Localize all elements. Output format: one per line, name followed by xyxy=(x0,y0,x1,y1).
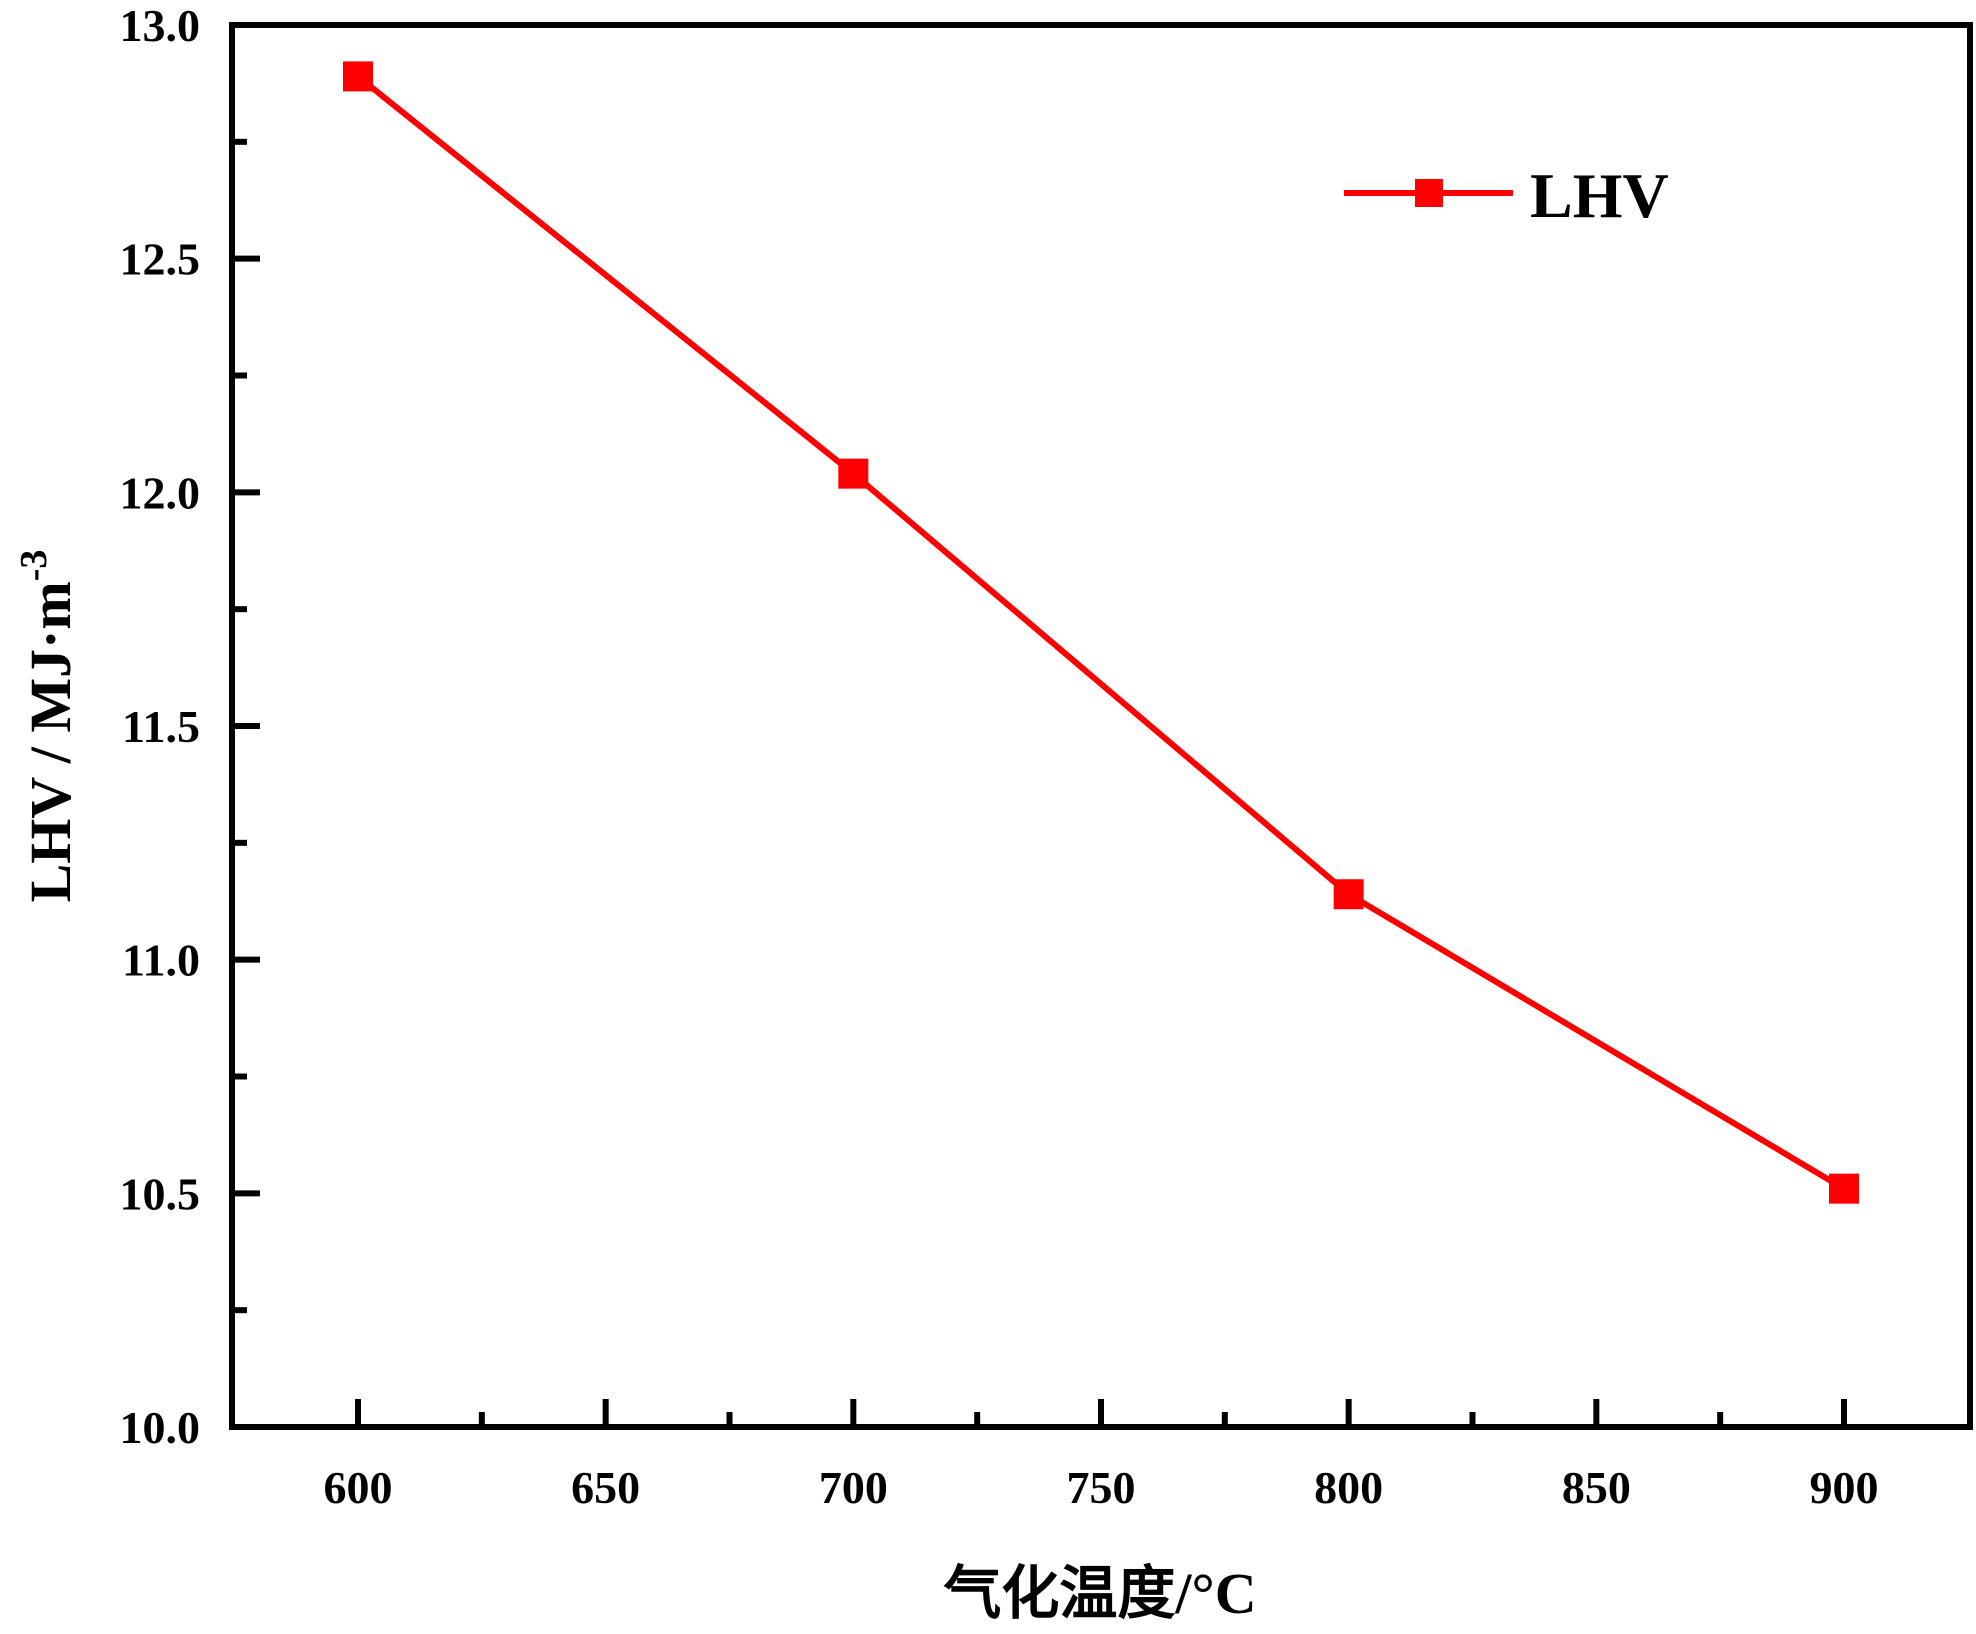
data-point xyxy=(1333,879,1364,910)
y-tick-label: 11.0 xyxy=(122,935,200,986)
x-tick-label: 850 xyxy=(1562,1462,1631,1513)
x-tick-label: 650 xyxy=(571,1462,640,1513)
y-axis-tick-labels: 10.0 10.5 11.0 11.5 12.0 12.5 13.0 xyxy=(120,0,201,1453)
y-tick-label: 10.0 xyxy=(120,1402,201,1453)
legend-label: LHV xyxy=(1530,160,1669,231)
legend-marker xyxy=(1415,179,1443,207)
data-point xyxy=(838,458,869,489)
y-tick-label: 11.5 xyxy=(122,701,200,752)
y-axis-title: LHV / MJ·m-3 xyxy=(13,550,83,903)
y-tick-label: 10.5 xyxy=(120,1168,201,1219)
data-point xyxy=(1829,1173,1859,1204)
series-group xyxy=(343,61,1859,1204)
data-point xyxy=(343,61,373,92)
y-tick-label: 12.0 xyxy=(120,467,201,518)
y-tick-label: 13.0 xyxy=(120,0,201,51)
x-axis-title: 气化温度/°C xyxy=(943,1561,1256,1626)
series-line xyxy=(356,74,1846,1192)
y-axis-title-main: LHV / MJ·m xyxy=(18,581,83,902)
x-axis-tick-labels: 600 650 700 750 800 850 900 xyxy=(324,1462,1879,1513)
x-tick-label: 750 xyxy=(1067,1462,1136,1513)
y-axis-title-superscript: -3 xyxy=(13,550,55,582)
x-tick-label: 600 xyxy=(324,1462,393,1513)
y-tick-label: 12.5 xyxy=(120,234,201,285)
y-axis-ticks xyxy=(232,22,260,1430)
plot-frame xyxy=(229,22,1973,1430)
x-tick-label: 700 xyxy=(819,1462,888,1513)
x-tick-label: 900 xyxy=(1810,1462,1879,1513)
x-tick-label: 800 xyxy=(1314,1462,1383,1513)
legend: LHV xyxy=(1344,160,1669,231)
x-axis-ticks xyxy=(355,1399,1847,1427)
